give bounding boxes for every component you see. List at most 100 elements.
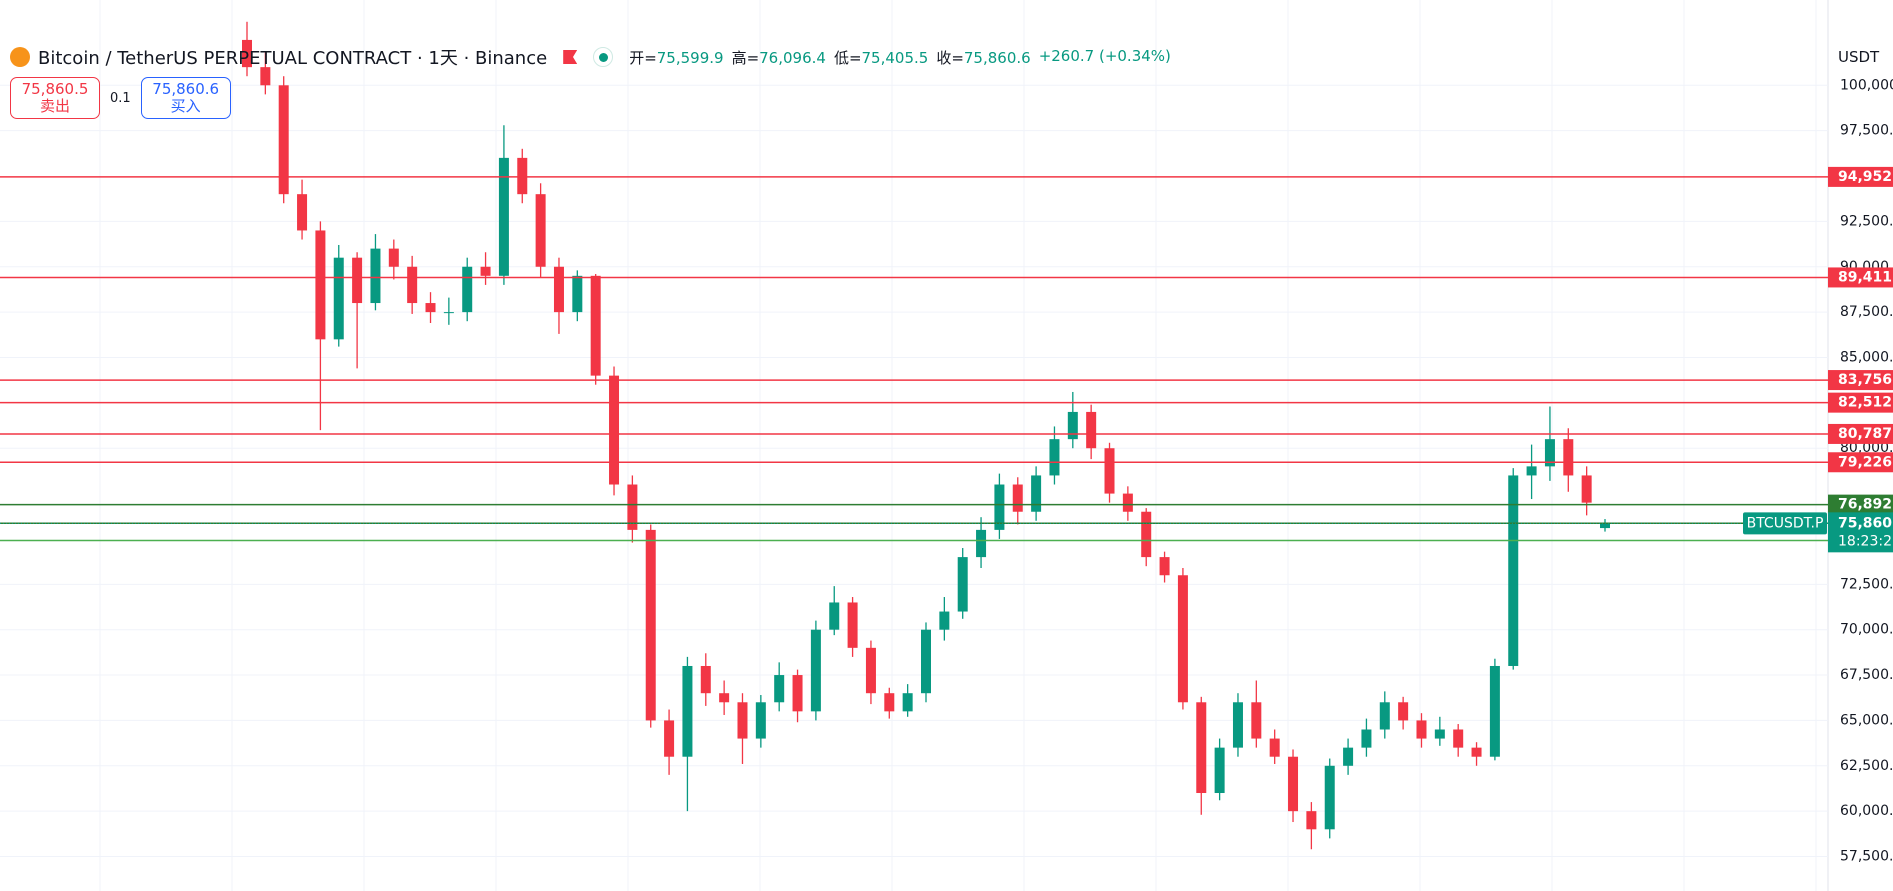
- countdown: 18:23:2: [1838, 533, 1892, 549]
- candle-body: [1563, 439, 1574, 476]
- ohlc-key: 高=: [731, 48, 760, 67]
- candle-body: [260, 67, 271, 86]
- ohlc-key: 收=: [936, 48, 964, 67]
- candle-body: [1031, 475, 1042, 512]
- ohlc-item: 开=75,599.9: [629, 47, 723, 68]
- candle-body: [994, 484, 1005, 530]
- ohlc-item: 收=75,860.6: [936, 47, 1030, 68]
- candle-body: [1086, 411, 1097, 449]
- candle-body: [664, 720, 675, 757]
- symbol-title[interactable]: Bitcoin / TetherUS PERPETUAL CONTRACT · …: [38, 48, 548, 69]
- candle-body: [829, 602, 840, 630]
- buy-button[interactable]: 75,860.6 买入: [140, 77, 231, 119]
- candle-body: [1581, 475, 1592, 503]
- candle-body: [682, 665, 693, 757]
- y-tick-label: 70,000.0: [1840, 622, 1893, 638]
- sell-price: 75,860.5: [21, 80, 89, 98]
- coin-icon: [10, 47, 30, 67]
- ohlc-key: 开=: [629, 48, 657, 67]
- trade-buttons: 75,860.5 卖出 0.1 75,860.6 买入: [10, 77, 231, 119]
- ohlc-item: 高=76,096.4: [732, 47, 826, 68]
- candle-body: [939, 611, 950, 630]
- candle-body: [865, 647, 876, 694]
- candle-body: [719, 693, 730, 703]
- candle-body: [1489, 665, 1500, 757]
- candle-body: [737, 702, 748, 739]
- candle-body: [1288, 756, 1299, 812]
- buy-label: 买入: [170, 97, 201, 115]
- y-tick-label: 87,500.0: [1840, 304, 1893, 320]
- ohlc-item: +260.7 (+0.34%): [1039, 47, 1171, 68]
- candle-body: [847, 602, 858, 648]
- header: Bitcoin / TetherUS PERPETUAL CONTRACT · …: [10, 44, 1171, 70]
- candle-body: [462, 266, 473, 313]
- buy-price: 75,860.6: [152, 80, 220, 98]
- price-level-label: 76,892.: [1838, 497, 1893, 513]
- candle-body: [1343, 747, 1354, 766]
- candle-body: [1049, 439, 1060, 476]
- last-price-label: 75,860.: [1838, 515, 1893, 531]
- candle-body: [1232, 702, 1243, 748]
- candle-body: [810, 629, 821, 712]
- candle-body: [921, 629, 931, 694]
- candle-body: [755, 702, 766, 739]
- sell-button[interactable]: 75,860.5 卖出: [10, 77, 100, 119]
- candle-body: [407, 266, 418, 304]
- y-tick-label: 65,000.0: [1840, 712, 1893, 728]
- candle-body: [792, 675, 803, 712]
- candle-body: [352, 257, 363, 304]
- candle-body: [645, 529, 656, 721]
- candle-body: [315, 230, 326, 340]
- y-tick-label: 100,000.0: [1840, 77, 1893, 93]
- price-level-tag: [1828, 423, 1893, 444]
- flag-icon[interactable]: [563, 50, 578, 64]
- candle-body: [976, 529, 987, 558]
- ohlc-value: 76,096.4: [759, 48, 826, 67]
- sell-label: 卖出: [39, 97, 70, 115]
- price-level-label: 89,411.: [1838, 269, 1893, 285]
- candle-body: [590, 275, 601, 376]
- y-tick-label: 60,000.0: [1840, 803, 1893, 819]
- candle-body: [1177, 575, 1188, 703]
- candle-body: [1471, 747, 1482, 757]
- candle-body: [1324, 765, 1335, 830]
- candle-body: [1122, 493, 1133, 512]
- ohlc-item: 低=75,405.5: [834, 47, 928, 68]
- y-tick-label: 57,500.0: [1840, 849, 1893, 865]
- candle-body: [370, 248, 381, 304]
- y-tick-label: 92,500.0: [1840, 213, 1893, 229]
- candle-body: [553, 266, 564, 313]
- quantity: 0.1: [110, 90, 131, 106]
- y-tick-label: 67,500.0: [1840, 667, 1893, 683]
- price-level-tag: [1828, 392, 1893, 413]
- candle-body: [1159, 557, 1170, 576]
- candle-body: [1269, 738, 1280, 757]
- candle-body: [1600, 523, 1610, 529]
- candle-body: [278, 85, 289, 195]
- candle-body: [1306, 811, 1317, 830]
- price-level-label: 94,952.: [1838, 169, 1893, 185]
- price-level-label: 80,787.: [1838, 426, 1893, 442]
- price-level-tag: [1828, 370, 1893, 391]
- currency-unit[interactable]: USDT: [1838, 48, 1880, 66]
- candle-body: [498, 157, 509, 276]
- ohlc-value: 75,599.9: [656, 48, 724, 67]
- price-level-tag: [1828, 166, 1893, 187]
- price-level-label: 83,756.: [1838, 372, 1893, 388]
- candle-body: [1453, 729, 1464, 748]
- candle-body: [333, 257, 344, 340]
- candle-body: [1067, 411, 1078, 440]
- ohlc-key: 低=: [833, 48, 862, 67]
- ohlc-value: 75,405.5: [861, 48, 929, 67]
- last-price-tag: [1828, 512, 1893, 553]
- candle-body: [388, 248, 399, 267]
- candle-body: [535, 194, 546, 267]
- candle-body: [1526, 466, 1537, 476]
- candle-body: [627, 484, 638, 530]
- symbol-label: BTCUSDT.P: [1747, 515, 1824, 531]
- status-dot: [593, 47, 614, 67]
- price-level-tag: [1828, 267, 1893, 288]
- candle-body: [1416, 720, 1427, 739]
- candle-body: [1196, 702, 1207, 794]
